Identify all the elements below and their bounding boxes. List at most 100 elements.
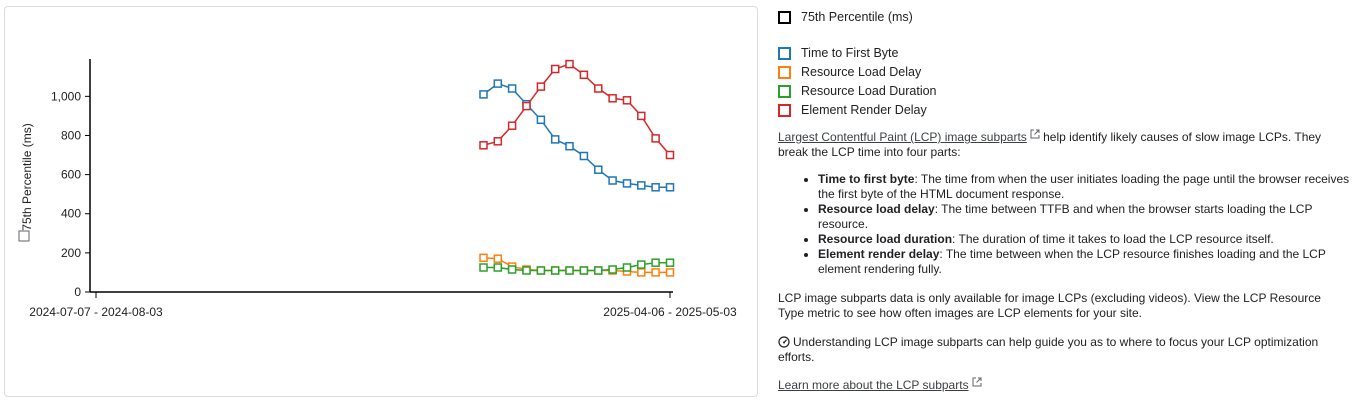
series-element-render-delay (479, 59, 675, 160)
image-only-note: LCP image subparts data is only availabl… (778, 291, 1321, 320)
series-time-to-first-byte (479, 79, 675, 192)
data-point[interactable] (637, 260, 646, 269)
subpart-term: Resource load duration (818, 232, 953, 246)
legend-item-time-to-first-byte[interactable]: Time to First Byte (778, 44, 1350, 63)
data-point[interactable] (622, 96, 632, 105)
data-point[interactable] (622, 263, 632, 272)
legend-label: Resource Load Duration (801, 84, 937, 98)
guidance-note: Understanding LCP image subparts can hel… (778, 335, 1350, 365)
y-tick-label: 800 (61, 128, 81, 142)
data-point[interactable] (651, 258, 660, 267)
legend-swatch (778, 11, 791, 24)
data-point[interactable] (608, 176, 617, 185)
data-point[interactable] (651, 183, 660, 192)
legend-item-resource-load-delay[interactable]: Resource Load Delay (778, 63, 1350, 82)
data-point[interactable] (579, 70, 589, 80)
data-point[interactable] (507, 265, 517, 274)
data-point[interactable] (608, 94, 617, 103)
data-point[interactable] (665, 150, 675, 160)
lcp-subparts-link-text: Largest Contentful Paint (LCP) image sub… (778, 130, 1027, 144)
subpart-text: : The time from when the user initiates … (818, 172, 1350, 201)
data-point[interactable] (522, 266, 531, 275)
data-point[interactable] (637, 111, 646, 121)
data-point[interactable] (493, 79, 503, 88)
data-point[interactable] (608, 265, 617, 274)
data-point[interactable] (536, 266, 546, 275)
data-point[interactable] (493, 137, 503, 146)
lcp-subparts-link[interactable]: Largest Contentful Paint (LCP) image sub… (778, 129, 1040, 144)
y-tick-label: 600 (61, 168, 81, 182)
series-line (483, 82, 670, 189)
data-point[interactable] (594, 84, 603, 93)
data-point[interactable] (536, 82, 546, 91)
x-tick-label: 2024-07-07 - 2024-08-03 (29, 305, 163, 319)
y-tick-label: 400 (61, 207, 81, 221)
data-point[interactable] (637, 268, 646, 277)
learn-more-link-text: Learn more about the LCP subparts (778, 378, 969, 392)
legend-swatch (778, 47, 791, 60)
data-point[interactable] (522, 101, 531, 111)
guidance-text: Understanding LCP image subparts can hel… (778, 335, 1319, 364)
data-point[interactable] (622, 179, 632, 188)
data-point[interactable] (665, 183, 675, 192)
y-axis-title-checkbox[interactable] (18, 230, 30, 242)
speed-gauge-icon (778, 336, 790, 348)
data-point[interactable] (594, 266, 603, 275)
side-panel: 75th Percentile (ms) Time to First Byte R… (778, 8, 1350, 393)
legend-label: Element Render Delay (801, 103, 927, 117)
description: Largest Contentful Paint (LCP) image sub… (778, 129, 1350, 160)
data-point[interactable] (565, 141, 574, 151)
y-tick-label: 1,000 (51, 89, 81, 103)
data-point[interactable] (550, 64, 560, 74)
subpart-item: Resource load delay: The time between TT… (818, 202, 1350, 232)
legend-item-resource-load-duration[interactable]: Resource Load Duration (778, 82, 1350, 101)
data-point[interactable] (579, 151, 589, 161)
legend-label: 75th Percentile (ms) (801, 10, 913, 24)
chart-axes: 0 200 400 600 800 1,000 2024-07-07 - 2024-08-0… (29, 59, 737, 319)
data-point[interactable] (507, 84, 517, 93)
series-line (483, 63, 671, 156)
y-axis-title-group: 75th Percentile (ms) (18, 123, 34, 242)
data-point[interactable] (651, 134, 660, 143)
subpart-item: Resource load duration: The duration of … (818, 232, 1350, 247)
data-point[interactable] (565, 266, 574, 275)
data-point[interactable] (479, 253, 488, 263)
chart-series-layer (479, 59, 675, 277)
subpart-text: : The duration of time it takes to load … (952, 232, 1274, 246)
data-point[interactable] (479, 141, 488, 150)
data-point[interactable] (565, 59, 574, 69)
data-point[interactable] (507, 121, 517, 130)
description-intro: help identify likely causes of slow imag… (778, 130, 1322, 159)
subpart-item: Element render delay: The time between w… (818, 247, 1350, 277)
data-point[interactable] (493, 263, 503, 272)
subpart-term: Resource load delay (818, 202, 935, 216)
y-axis-title: 75th Percentile (ms) (20, 123, 34, 230)
data-point[interactable] (493, 254, 503, 263)
legend-series-list: Time to First Byte Resource Load Delay Res… (778, 44, 1350, 120)
data-point[interactable] (479, 263, 488, 272)
data-point[interactable] (579, 266, 589, 275)
legend-swatch (778, 85, 791, 98)
legend-label: Resource Load Delay (801, 65, 922, 79)
data-point[interactable] (665, 258, 675, 267)
data-point[interactable] (550, 266, 560, 275)
data-point[interactable] (479, 90, 488, 99)
subparts-list: Time to first byte: The time from when t… (778, 172, 1350, 277)
chart-card: 75th Percentile (ms) 0 200 400 600 800 1,000 2… (4, 6, 758, 397)
legend-label: Time to First Byte (801, 46, 899, 60)
data-point[interactable] (637, 181, 646, 190)
series-resource-load-duration (479, 258, 675, 275)
legend-swatch (778, 104, 791, 117)
data-point[interactable] (550, 135, 560, 144)
legend-item-element-render-delay[interactable]: Element Render Delay (778, 101, 1350, 120)
data-point[interactable] (594, 165, 603, 174)
subpart-text: : The time between TTFB and when the bro… (818, 202, 1313, 231)
subpart-term: Element render delay (818, 247, 940, 261)
data-point[interactable] (651, 268, 660, 277)
subpart-item: Time to first byte: The time from when t… (818, 172, 1350, 202)
learn-more-link[interactable]: Learn more about the LCP subparts (778, 377, 982, 392)
legend-item-primary[interactable]: 75th Percentile (ms) (778, 8, 1350, 27)
external-link-icon (1030, 129, 1040, 139)
data-point[interactable] (665, 268, 675, 277)
data-point[interactable] (536, 115, 546, 125)
